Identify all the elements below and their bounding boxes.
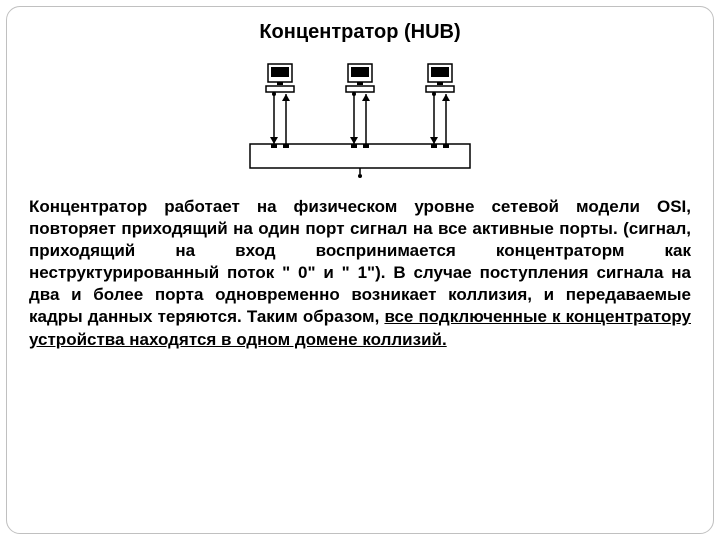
slide-frame: Концентратор (HUB) Концентратор работает… bbox=[6, 6, 714, 534]
page-title: Концентратор (HUB) bbox=[29, 21, 691, 44]
hub-diagram bbox=[230, 54, 490, 184]
description-text: Концентратор работает на физическом уров… bbox=[29, 196, 691, 351]
